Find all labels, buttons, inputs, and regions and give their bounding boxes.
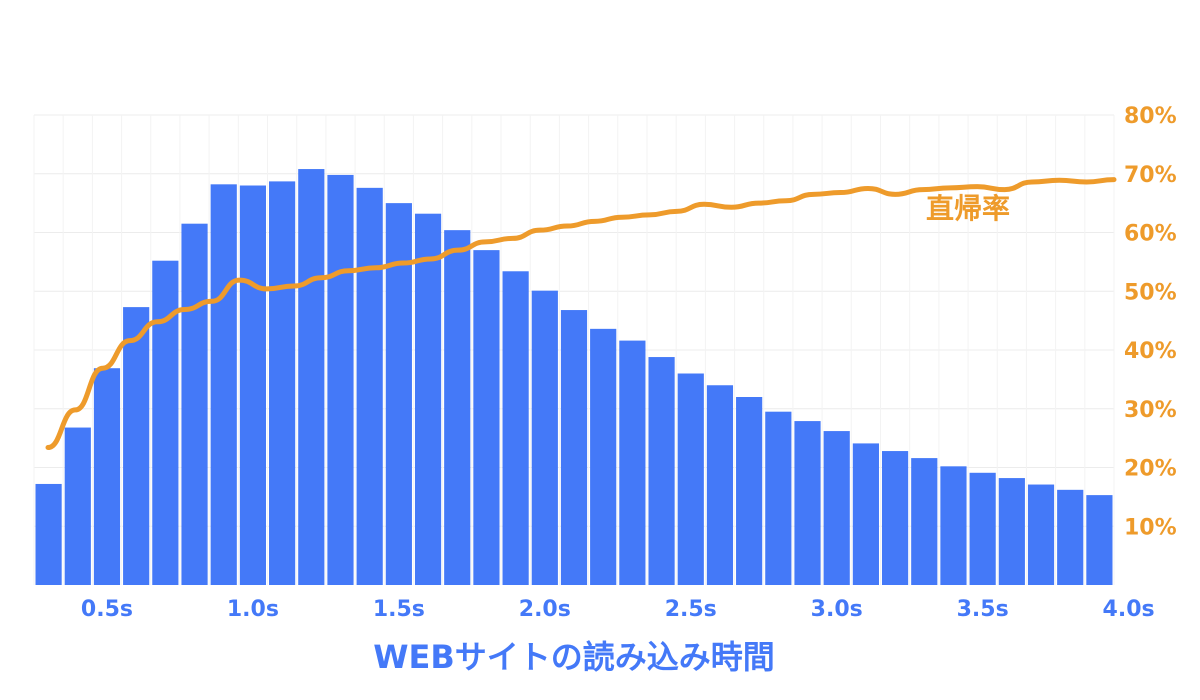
line-series-label: 直帰率 <box>926 192 1010 225</box>
bar <box>1086 495 1113 585</box>
bar <box>648 357 675 585</box>
y-tick-label: 50% <box>1124 280 1177 305</box>
bar <box>765 411 792 585</box>
y-tick-label: 40% <box>1124 339 1177 364</box>
bar <box>473 250 500 585</box>
bar <box>210 184 237 585</box>
bar <box>123 307 150 585</box>
bar <box>881 451 909 585</box>
bounce-rate-line <box>45 177 1117 451</box>
bar <box>327 174 354 586</box>
bar <box>911 458 938 585</box>
bar <box>1057 489 1084 585</box>
y-tick-label: 30% <box>1124 398 1177 423</box>
y-tick-label: 70% <box>1124 163 1177 188</box>
x-tick-label: 1.0s <box>227 597 279 622</box>
bar <box>93 368 121 585</box>
x-axis-title: WEBサイトの読み込み時間 <box>373 638 775 676</box>
right-y-axis-ticks: 10% 20% 30% 40% 50% 60% 70% 80% <box>1124 104 1177 540</box>
y-tick-label: 20% <box>1124 457 1177 482</box>
bar <box>35 483 62 585</box>
y-tick-label: 80% <box>1124 104 1177 129</box>
x-tick-label: 0.5s <box>81 597 133 622</box>
bar <box>969 472 996 585</box>
bar <box>706 385 734 585</box>
y-tick-label: 60% <box>1124 222 1177 247</box>
bar <box>1027 484 1055 585</box>
bar <box>414 213 442 585</box>
x-tick-label: 4.0s <box>1103 597 1155 622</box>
bar <box>181 223 208 585</box>
x-axis-ticks: 0.5s 1.0s 1.5s 2.0s 2.5s 3.0s 3.5s 4.0s <box>81 597 1155 622</box>
y-tick-label: 10% <box>1124 515 1177 540</box>
bar <box>444 230 471 585</box>
bar <box>152 260 179 585</box>
bar <box>823 431 850 585</box>
x-tick-label: 3.0s <box>811 597 863 622</box>
bar <box>852 443 879 585</box>
bar <box>269 181 296 585</box>
bar <box>677 373 704 585</box>
bar <box>356 187 383 585</box>
bar <box>794 421 821 585</box>
bar <box>560 310 588 585</box>
bar <box>502 271 529 585</box>
bar <box>64 427 91 585</box>
bar-series <box>35 169 1113 586</box>
bar <box>940 466 967 585</box>
bar <box>590 328 617 585</box>
bar <box>531 290 558 585</box>
x-tick-label: 3.5s <box>957 597 1009 622</box>
x-tick-label: 2.5s <box>665 597 717 622</box>
x-tick-label: 2.0s <box>519 597 571 622</box>
bar <box>298 169 325 586</box>
line-series <box>45 177 1117 451</box>
x-tick-label: 1.5s <box>373 597 425 622</box>
bar <box>239 185 267 585</box>
bar <box>619 340 646 585</box>
bar <box>736 397 763 585</box>
bar <box>998 478 1025 585</box>
